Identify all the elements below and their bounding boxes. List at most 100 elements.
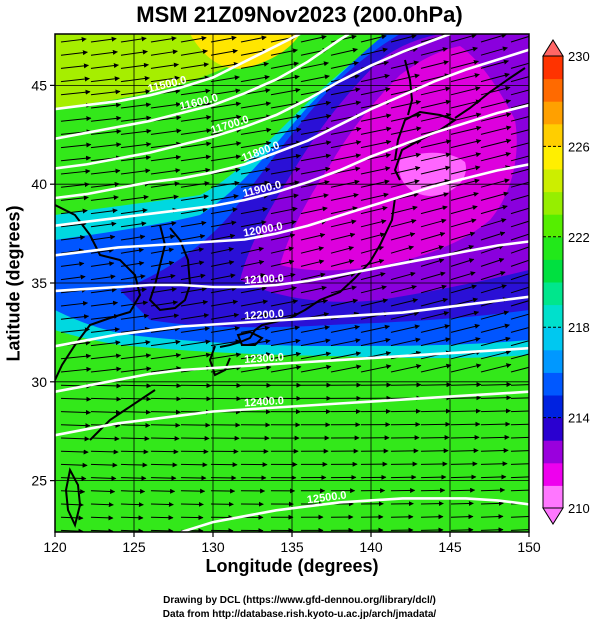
wind-vector [450, 258, 475, 267]
wind-vector [300, 233, 326, 241]
wind-vector [300, 113, 332, 122]
wind-vector [240, 114, 272, 122]
wind-vector [120, 396, 152, 402]
wind-vector [120, 36, 147, 43]
wind-vector [300, 325, 330, 333]
wind-vector [510, 142, 529, 149]
wind-vector [90, 287, 117, 294]
wind-vector [420, 474, 447, 480]
wind-vector [510, 273, 529, 281]
wind-vector [120, 102, 152, 109]
x-tick-label: 150 [517, 539, 541, 555]
wind-vector [480, 363, 512, 373]
wind-vector [240, 338, 271, 347]
colorbar-segment [543, 485, 563, 509]
wind-vector [240, 101, 272, 109]
wind-vector [510, 326, 529, 333]
wind-vector [360, 139, 392, 149]
wind-vector [240, 35, 267, 43]
colorbar-segment [543, 417, 563, 441]
wind-vector [510, 476, 529, 479]
wind-vector [420, 284, 447, 294]
wind-vector [510, 257, 529, 267]
wind-vector [330, 324, 360, 333]
wind-vector [420, 112, 452, 122]
wind-vector [450, 46, 478, 56]
wind-vector [420, 421, 451, 427]
wind-vector [120, 221, 147, 228]
wind-vector [240, 61, 269, 69]
wind-vector [180, 49, 208, 56]
wind-vector [60, 89, 91, 96]
wind-vector [90, 502, 114, 508]
x-tick-label: 120 [43, 539, 67, 555]
wind-vector [390, 363, 422, 373]
wind-vector [120, 475, 147, 481]
wind-vector [420, 192, 449, 201]
height-contours: 11500.011600.011700.011800.011900.012000… [55, 34, 529, 532]
wind-vector [450, 218, 477, 228]
wind-vector [120, 339, 151, 347]
wind-vector [510, 76, 529, 83]
wind-vector [510, 181, 529, 188]
wind-vector [60, 515, 84, 521]
wind-vector [390, 126, 422, 135]
wind-vector [90, 49, 118, 56]
wind-vector [450, 323, 480, 333]
wind-vector [270, 167, 301, 175]
colorbar-tick-label: 230 [568, 49, 590, 64]
contour-line-12300.0 [55, 346, 529, 393]
wind-vector [360, 34, 387, 43]
wind-vectors [60, 34, 529, 532]
wind-vector [180, 154, 212, 162]
wind-vector [330, 206, 358, 215]
wind-vector [480, 271, 506, 281]
wind-vector [210, 101, 242, 109]
wind-vector [210, 88, 241, 96]
wind-vector [390, 152, 422, 162]
wind-vector [90, 488, 116, 494]
contour-line-11700.0 [55, 34, 451, 170]
wind-vector [330, 351, 362, 360]
wind-vector [120, 260, 145, 267]
wind-vector [510, 410, 529, 413]
wind-vector [150, 273, 176, 281]
wind-vector [480, 310, 510, 320]
wind-vector [450, 337, 481, 347]
colorbar-tick-label: 218 [568, 320, 590, 335]
colorbar-segment [543, 169, 563, 193]
wind-vector [60, 423, 91, 429]
wind-vector [420, 487, 446, 493]
wind-vector [360, 192, 389, 201]
wind-vector [60, 300, 89, 307]
colorbar-segment [543, 349, 563, 373]
wind-vector [180, 101, 212, 109]
wind-vector [420, 527, 444, 532]
wind-vector [330, 364, 362, 373]
wind-vector [360, 219, 387, 228]
wind-vector [120, 515, 144, 521]
contour-label: 12100.0 [244, 272, 284, 286]
wind-vector [90, 181, 120, 188]
wind-vector [60, 475, 87, 481]
wind-vector [210, 207, 238, 215]
wind-vector [120, 89, 151, 96]
wind-vector [180, 75, 210, 83]
wind-vector [180, 313, 210, 320]
wind-vector [510, 62, 529, 69]
contour-line-11900.0 [55, 103, 529, 227]
wind-vector [420, 310, 450, 320]
wind-vector [270, 220, 297, 228]
wind-vector [450, 125, 482, 135]
wind-vector [420, 382, 452, 388]
wind-vector [420, 205, 448, 215]
wind-vector [210, 260, 235, 267]
wind-vector [90, 340, 121, 347]
wind-vector [90, 274, 116, 281]
wind-vector [240, 74, 270, 83]
wind-vector [330, 285, 357, 294]
wind-vector [480, 434, 510, 440]
colorbar-segment [543, 372, 563, 396]
wind-vector [180, 273, 206, 281]
wind-vector [450, 382, 482, 388]
